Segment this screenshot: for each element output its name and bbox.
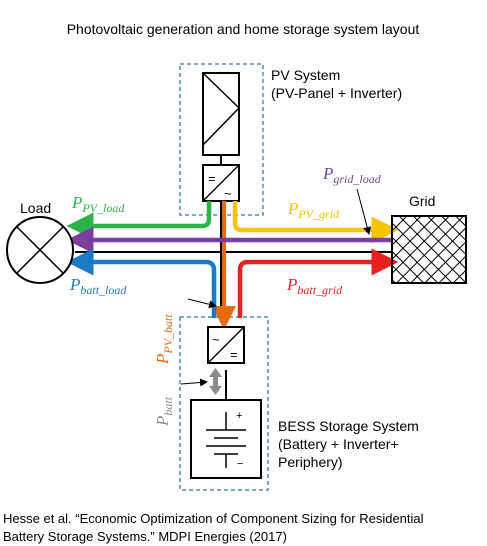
- battery-icon: + −: [190, 399, 262, 479]
- flow-batt-load-line: [66, 248, 217, 318]
- flow-batt-grid-label: Pbatt_grid: [286, 275, 343, 297]
- svg-text:=: =: [230, 347, 238, 362]
- flow-pv-load-line: [66, 201, 212, 240]
- load-icon: [6, 216, 74, 284]
- flow-pv-grid-line: [232, 201, 399, 244]
- flow-batt-label: Pbatt: [153, 396, 175, 427]
- svg-text:~: ~: [212, 332, 220, 347]
- flow-pv-load-label: PPV_load: [71, 193, 125, 215]
- bess-label: BESS Storage System: [278, 418, 419, 434]
- svg-text:+: +: [236, 410, 242, 422]
- flow-batt-pointer: [180, 378, 208, 387]
- grid-label: Grid: [409, 193, 435, 209]
- load-label: Load: [20, 200, 51, 216]
- pv-system-sublabel: (PV-Panel + Inverter): [271, 85, 402, 101]
- grid-icon: [391, 215, 467, 284]
- battery-power-arrow: [209, 368, 222, 395]
- flow-pv-grid-label: PPV_grid: [287, 199, 340, 221]
- bus-lines: [75, 201, 392, 400]
- flow-batt-grid-line: [237, 248, 399, 318]
- flow-grid-load-label: Pgrid_load: [322, 164, 382, 186]
- flow-pv-batt-pointer: [187, 298, 217, 309]
- citation-line-1: Hesse et al. “Economic Optimization of C…: [3, 511, 424, 526]
- bess-sublabel-1: (Battery + Inverter+: [278, 436, 399, 452]
- pv-system-label: PV System: [271, 67, 340, 83]
- flow-pv-batt-label: PPV_batt: [153, 314, 175, 365]
- citation-line-2: Battery Storage Systems.” MDPI Energies …: [3, 529, 287, 544]
- pv-panel-icon: [202, 72, 240, 156]
- bess-sublabel-2: Periphery): [278, 454, 343, 470]
- battery-inverter-icon: ~ =: [207, 326, 245, 364]
- pv-inverter-icon: = ~: [202, 164, 240, 202]
- citation-caption: Hesse et al. “Economic Optimization of C…: [3, 510, 483, 546]
- svg-text:−: −: [237, 458, 243, 470]
- flow-batt-load-label: Pbatt_load: [69, 275, 127, 297]
- svg-text:=: =: [208, 171, 216, 186]
- svg-text:~: ~: [224, 186, 232, 201]
- flow-grid-load-pointer: [356, 188, 372, 235]
- diagram-title: Photovoltaic generation and home storage…: [67, 21, 420, 37]
